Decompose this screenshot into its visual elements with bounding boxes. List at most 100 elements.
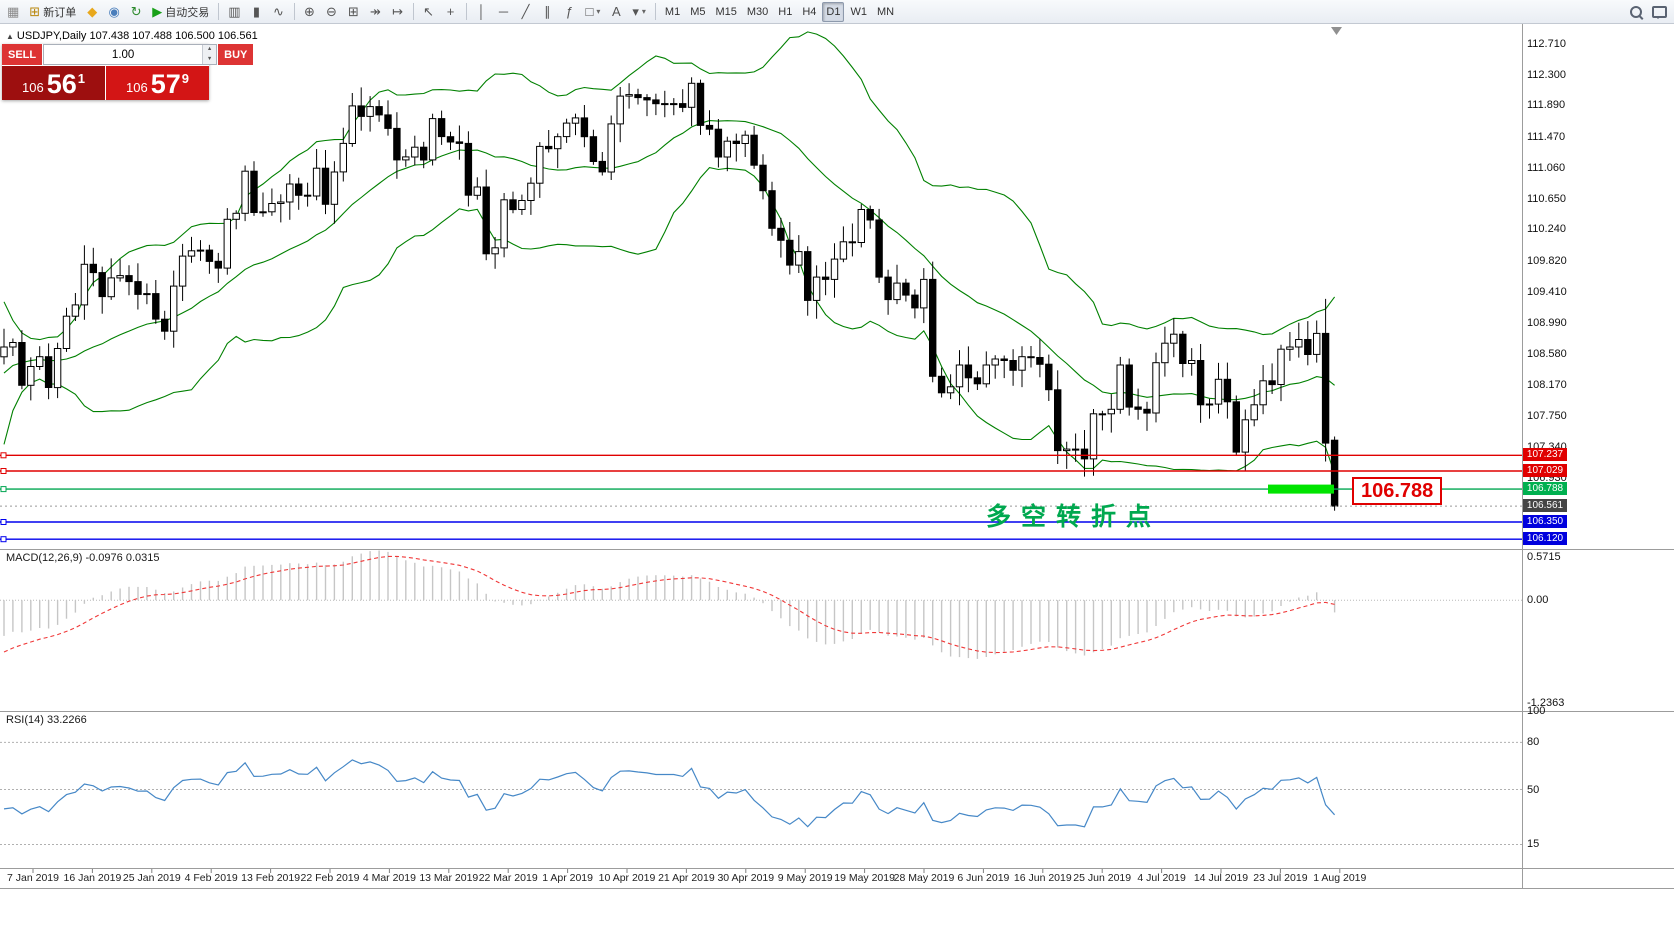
date-axis-label: 4 Mar 2019 bbox=[362, 872, 416, 884]
zoom-in-icon[interactable]: ⊕ bbox=[300, 2, 320, 22]
date-axis-label: 4 Feb 2019 bbox=[184, 872, 238, 884]
date-axis-label: 21 Apr 2019 bbox=[658, 872, 715, 884]
line-handle[interactable] bbox=[0, 519, 7, 525]
buy-price[interactable]: 106 57 9 bbox=[106, 66, 209, 100]
auto-scroll-icon[interactable]: ↠ bbox=[366, 2, 386, 22]
refresh-icon[interactable]: ↻ bbox=[126, 2, 146, 22]
highlight-segment[interactable] bbox=[1268, 484, 1334, 494]
cursor-icon[interactable]: ↖ bbox=[419, 2, 439, 22]
candlestick-chart-icon[interactable]: ▮ bbox=[247, 2, 267, 22]
community-icon[interactable]: ◉ bbox=[104, 2, 124, 22]
fibonacci-icon-glyph: ƒ bbox=[565, 4, 574, 19]
horizontal-line-icon-glyph: ─ bbox=[498, 4, 509, 19]
arrows-icon[interactable]: ▾ ▾ bbox=[628, 2, 650, 22]
crosshair-icon[interactable]: + bbox=[441, 2, 461, 22]
timeframe-h1-button[interactable]: H1 bbox=[774, 2, 796, 22]
search-button[interactable] bbox=[1626, 2, 1646, 22]
trendline-icon-glyph: ╱ bbox=[521, 4, 530, 19]
vertical-line-icon[interactable]: │ bbox=[472, 2, 492, 22]
sell-price[interactable]: 106 56 1 bbox=[2, 66, 105, 100]
toolbar-groups: ▦ ⊞ 新订单 ◆ ◉ ↻ ▶ 自动交易 ▥ ▮ ∿ ⊕ ⊖ ⊞ ↠ ↦ ↖ + │ ─ ╱ ∥ ƒ □ ▾ A ▾ ▾ M1 M5 M15… bbox=[2, 1, 1625, 22]
timeframe-m1-button[interactable]: M1 bbox=[661, 2, 684, 22]
price-label-box[interactable]: 106.788 bbox=[1352, 477, 1443, 505]
chart-shift-marker[interactable] bbox=[1331, 27, 1342, 35]
volume-increase-button[interactable]: ▲ bbox=[203, 45, 217, 55]
chat-icon bbox=[1652, 5, 1667, 19]
date-axis-label: 19 May 2019 bbox=[834, 872, 895, 884]
date-axis-label: 22 Mar 2019 bbox=[478, 872, 538, 884]
fibonacci-icon[interactable]: ƒ bbox=[560, 2, 580, 22]
toolbar-right-group bbox=[1625, 2, 1672, 22]
auto-trading-button-label: 自动交易 bbox=[165, 6, 210, 19]
date-axis-label: 14 Jul 2019 bbox=[1193, 872, 1249, 884]
shapes-icon[interactable]: □ ▾ bbox=[582, 2, 605, 22]
shapes-icon-glyph: □ bbox=[585, 4, 594, 19]
sell-button[interactable]: SELL bbox=[2, 44, 43, 65]
macd-scale-max: 0.5715 bbox=[1527, 551, 1561, 563]
order-row: SELL ▲ ▼ BUY bbox=[2, 44, 254, 65]
bar-chart-icon[interactable]: ▥ bbox=[224, 2, 244, 22]
auto-trading-button[interactable]: ▶ 自动交易 bbox=[148, 2, 213, 22]
timeframe-m30-button-label: M30 bbox=[746, 5, 769, 18]
chat-button[interactable] bbox=[1648, 2, 1671, 22]
horizontal-line-icon[interactable]: ─ bbox=[494, 2, 514, 22]
mql5-market-icon-glyph: ◆ bbox=[87, 4, 98, 19]
price-axis-badge: 106.788 bbox=[1523, 482, 1567, 496]
timeframe-m30-button[interactable]: M30 bbox=[743, 2, 772, 22]
timeframe-h4-button[interactable]: H4 bbox=[798, 2, 820, 22]
mql5-market-icon[interactable]: ◆ bbox=[82, 2, 102, 22]
volume-control: ▲ ▼ bbox=[43, 44, 218, 65]
timeframe-mn-button-label: MN bbox=[876, 5, 895, 18]
timeframe-mn-button[interactable]: MN bbox=[873, 2, 898, 22]
zoom-out-icon[interactable]: ⊖ bbox=[322, 2, 342, 22]
date-axis-label: 1 Aug 2019 bbox=[1313, 872, 1367, 884]
line-handle[interactable] bbox=[0, 468, 7, 474]
tile-windows-icon[interactable]: ⊞ bbox=[344, 2, 364, 22]
new-order-glyph: ⊞ bbox=[29, 4, 41, 19]
chart-shift-icon[interactable]: ↦ bbox=[388, 2, 408, 22]
toolbar-separator bbox=[654, 3, 656, 20]
zoom-out-icon-glyph: ⊖ bbox=[326, 4, 337, 19]
timeframe-m15-button[interactable]: M15 bbox=[711, 2, 740, 22]
line-handle[interactable] bbox=[0, 486, 7, 493]
new-order-button[interactable]: ⊞ 新订单 bbox=[25, 2, 80, 22]
chart-annotation-text[interactable]: 多空转折点 bbox=[986, 503, 1162, 531]
timeframe-d1-button[interactable]: D1 bbox=[822, 1, 845, 22]
toolbar-separator bbox=[293, 3, 295, 20]
rsi-line bbox=[3, 759, 1336, 828]
rsi-scale-label: 50 bbox=[1527, 783, 1540, 796]
timeframe-w1-button[interactable]: W1 bbox=[846, 2, 871, 22]
chart-title-text: USDJPY,Daily 107.438 107.488 106.500 106… bbox=[16, 30, 258, 42]
date-axis-label: 6 Jun 2019 bbox=[957, 872, 1010, 884]
date-axis-label: 25 Jan 2019 bbox=[122, 872, 181, 884]
auto-scroll-icon-glyph: ↠ bbox=[370, 4, 381, 19]
terminal-icon[interactable]: ▦ bbox=[3, 2, 23, 22]
line-handle[interactable] bbox=[0, 536, 7, 543]
date-axis-label: 23 Jul 2019 bbox=[1253, 872, 1308, 884]
volume-input[interactable] bbox=[44, 45, 203, 64]
macd-label: MACD(12,26,9) -0.0976 0.0315 bbox=[6, 552, 160, 564]
volume-decrease-button[interactable]: ▼ bbox=[203, 54, 217, 64]
dropdown-caret-icon: ▾ bbox=[641, 7, 646, 16]
line-handle[interactable] bbox=[0, 452, 7, 459]
text-icon-glyph: A bbox=[612, 4, 621, 19]
line-chart-icon[interactable]: ∿ bbox=[269, 2, 289, 22]
text-icon[interactable]: A bbox=[606, 2, 626, 22]
buy-button[interactable]: BUY bbox=[218, 44, 254, 65]
timeframe-h4-button-label: H4 bbox=[802, 5, 817, 18]
chart-window-icon: ▲ bbox=[6, 31, 14, 41]
rsi-scale-label: 15 bbox=[1527, 838, 1540, 851]
date-axis-label: 13 Feb 2019 bbox=[241, 872, 301, 884]
toolbar-separator bbox=[465, 3, 467, 20]
trendline-icon[interactable]: ╱ bbox=[516, 2, 536, 22]
equidistant-channel-icon[interactable]: ∥ bbox=[538, 2, 558, 22]
timeframe-d1-button-label: D1 bbox=[826, 5, 841, 18]
timeframe-m5-button[interactable]: M5 bbox=[686, 2, 709, 22]
price-axis-label: 111.060 bbox=[1527, 161, 1566, 174]
arrows-icon-glyph: ▾ bbox=[632, 4, 639, 19]
rsi-scale-label: 80 bbox=[1527, 736, 1540, 749]
sell-price-big: 56 bbox=[46, 69, 77, 99]
